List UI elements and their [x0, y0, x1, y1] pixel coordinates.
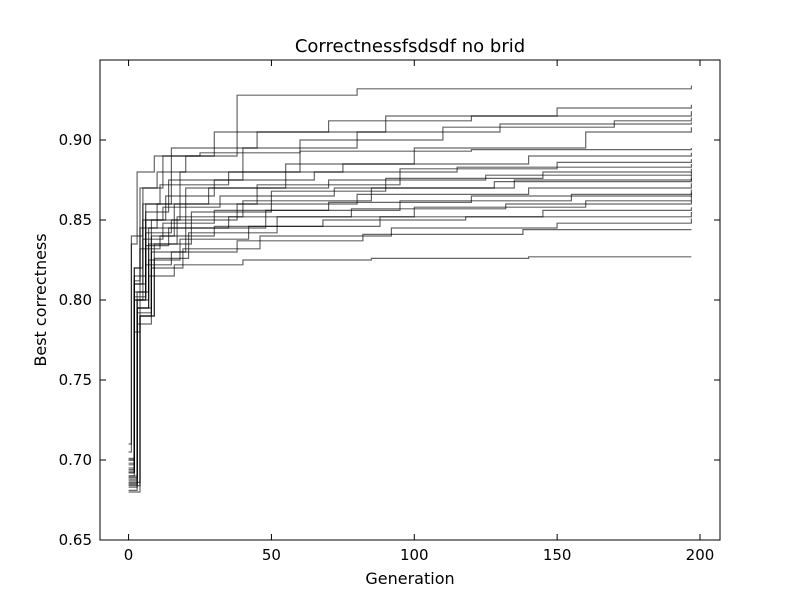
series-line-1	[128, 85, 692, 477]
x-tick-label: 100	[400, 546, 429, 564]
series-line-12	[128, 172, 692, 464]
x-axis-label: Generation	[365, 569, 454, 588]
series-layer	[128, 85, 692, 493]
series-line-21	[128, 212, 692, 459]
y-tick-label: 0.75	[59, 371, 92, 389]
x-tick-label: 150	[543, 546, 572, 564]
x-tick-label: 0	[124, 546, 134, 564]
x-axis: 0 50 100 150 200	[124, 60, 715, 564]
series-line-2	[128, 104, 692, 485]
series-line-7	[128, 148, 692, 445]
y-tick-label: 0.85	[59, 211, 92, 229]
y-tick-label: 0.65	[59, 531, 92, 549]
y-tick-label: 0.80	[59, 291, 92, 309]
series-line-4	[128, 117, 692, 493]
x-tick-label: 200	[686, 546, 715, 564]
series-line-15	[128, 183, 692, 472]
y-axis-label: Best correctness	[31, 233, 50, 366]
y-axis: 0.65 0.70 0.75 0.80 0.85 0.90	[59, 131, 720, 549]
series-line-10	[128, 164, 692, 461]
series-line-14	[128, 178, 692, 453]
series-line-20	[128, 207, 692, 479]
series-line-19	[128, 200, 692, 471]
series-line-11	[128, 168, 692, 483]
series-line-23	[128, 229, 692, 474]
x-tick-label: 50	[262, 546, 281, 564]
series-line-17	[128, 192, 692, 466]
series-line-18	[128, 196, 692, 487]
series-line-22	[128, 218, 692, 482]
chart-title: Correctnessfsdsdf no brid	[295, 36, 525, 57]
series-line-24	[128, 256, 692, 485]
y-tick-label: 0.90	[59, 131, 92, 149]
series-line-8	[128, 152, 692, 469]
y-tick-label: 0.70	[59, 451, 92, 469]
